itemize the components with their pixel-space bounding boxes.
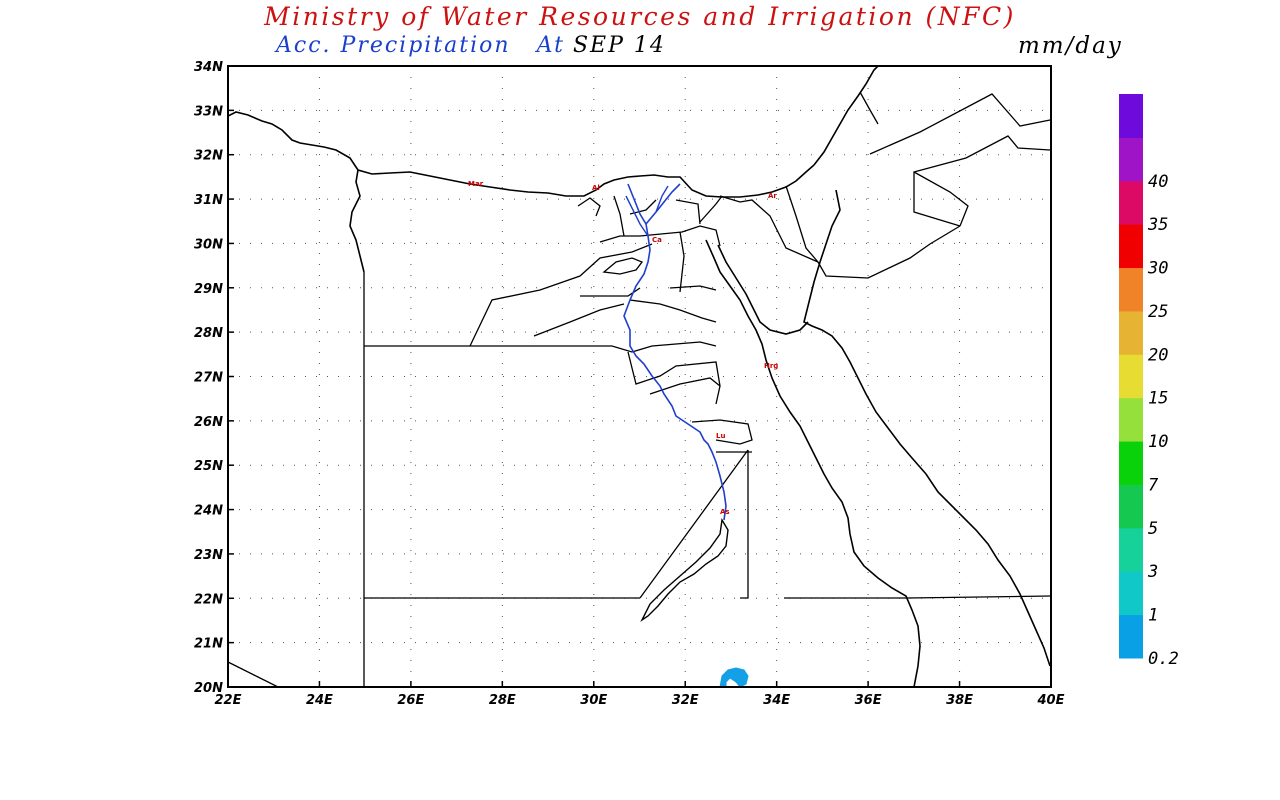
lon-tick-label: 30E (580, 693, 607, 708)
colorbar-label: 40 (1148, 172, 1168, 192)
lat-tick-label: 21N (194, 637, 223, 652)
colorbar-label: 15 (1148, 389, 1168, 409)
lon-tick-label: 36E (855, 693, 882, 708)
lat-tick-label: 28N (194, 326, 223, 341)
colorbar-segment (1119, 441, 1143, 485)
subtitle-variable: Acc. Precipitation (276, 33, 511, 58)
colorbar-segment (1119, 571, 1143, 616)
lon-tick-label: 28E (489, 693, 516, 708)
lat-tick-label: 33N (194, 104, 223, 119)
lat-tick-label: 24N (194, 504, 223, 519)
coastline-sinai (717, 244, 809, 335)
lon-tick-label: 34E (763, 693, 790, 708)
colorbar-label: 0.2 (1148, 649, 1179, 669)
colorbar-label: 30 (1147, 259, 1168, 279)
lat-tick-label: 23N (194, 548, 223, 563)
city-label-ca: Ca (652, 236, 662, 244)
colorbar-segment (1119, 527, 1143, 572)
map-title: Ministry of Water Resources and Irrigati… (264, 2, 1016, 31)
units-label: mm/day (1018, 33, 1123, 59)
lat-tick-label: 30N (194, 237, 223, 252)
lake-qarun (602, 257, 644, 275)
map-grid (228, 66, 1051, 687)
subtitle-at-label: At (536, 33, 565, 58)
map-geography (228, 66, 1051, 687)
colorbar-segment (1119, 94, 1143, 138)
city-label-as: As (720, 508, 730, 516)
lat-tick-label: 22N (194, 592, 223, 607)
colorbar-label: 1 (1148, 606, 1158, 626)
colorbar-label: 5 (1148, 519, 1158, 539)
lat-tick-label: 31N (194, 193, 223, 208)
lon-tick-label: 38E (946, 693, 973, 708)
colorbar-segment (1119, 137, 1143, 182)
colorbar-label: 25 (1148, 302, 1168, 322)
colorbar-segment (1119, 224, 1143, 269)
city-label-al: Al (592, 184, 600, 192)
colorbar-segment (1119, 180, 1143, 225)
colorbar-label: 20 (1148, 345, 1168, 365)
precipitation-area (719, 667, 749, 687)
colorbar-segment (1119, 397, 1143, 442)
lon-tick-label: 26E (397, 693, 424, 708)
city-label-mar: Mar (468, 180, 484, 188)
city-label-hrg: Hrg (764, 362, 778, 370)
colorbar-segment (1119, 310, 1143, 355)
city-label-ar: Ar (768, 192, 777, 200)
lon-tick-label: 22E (215, 693, 242, 708)
city-labels: Mar Al Ca Ar Hrg Lu As (468, 180, 778, 516)
colorbar-label: 3 (1147, 562, 1158, 582)
colorbar-segment (1119, 614, 1143, 659)
coastline-arabia (803, 189, 1051, 667)
river-nile-delta (625, 185, 669, 237)
lat-tick-label: 25N (194, 459, 223, 474)
political-borders (228, 91, 1051, 687)
lake-nasser (640, 517, 729, 623)
lon-tick-label: 40E (1037, 693, 1065, 708)
lat-tick-label: 26N (194, 415, 223, 430)
axis-ticks: 22E 24E 26E 28E 30E 32E 34E 36E 38E 40E 20N 21N 22N 2… (194, 60, 1065, 708)
colorbar-segment (1119, 354, 1143, 399)
city-label-lu: Lu (716, 432, 725, 440)
coastline-libya (349, 169, 365, 273)
lat-tick-label: 32N (194, 149, 223, 164)
river-nile (623, 183, 727, 521)
lon-tick-label: 32E (672, 693, 699, 708)
lon-tick-label: 24E (306, 693, 333, 708)
colorbar-label: 7 (1148, 475, 1159, 495)
coastline-mediterranean (228, 111, 815, 198)
subtitle-date: SEP 14 (572, 33, 666, 58)
lat-tick-label: 27N (194, 371, 223, 386)
map-subtitle: Acc. Precipitation At SEP 14 (276, 33, 1176, 61)
coastline-levant (813, 66, 879, 166)
colorbar-label: 10 (1148, 432, 1168, 452)
lat-tick-label: 34N (194, 60, 223, 75)
lat-tick-label: 29N (194, 282, 223, 297)
colorbar-segment (1119, 484, 1143, 529)
lat-tick-label: 20N (194, 681, 223, 696)
colorbar-segment (1119, 267, 1143, 312)
colorbar-label: 35 (1147, 215, 1168, 235)
